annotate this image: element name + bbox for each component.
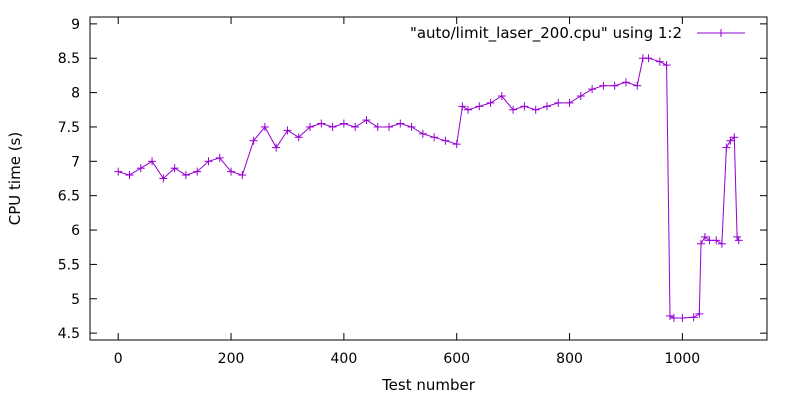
data-point	[662, 61, 671, 70]
data-point	[531, 105, 540, 114]
y-tick-label: 7	[71, 154, 80, 170]
data-point	[306, 122, 315, 131]
data-point	[712, 236, 721, 245]
data-point	[170, 164, 179, 173]
y-tick-label: 6.5	[58, 189, 80, 205]
legend: "auto/limit_laser_200.cpu" using 1:2	[410, 24, 745, 43]
data-point	[181, 171, 190, 180]
data-point	[475, 102, 484, 111]
data-point	[125, 171, 134, 180]
data-point	[678, 314, 687, 323]
data-point	[114, 167, 123, 176]
data-point	[407, 122, 416, 131]
data-point	[689, 313, 698, 322]
data-point	[351, 122, 360, 131]
data-point	[588, 85, 597, 94]
legend-label: "auto/limit_laser_200.cpu" using 1:2	[410, 24, 682, 43]
x-tick-label: 1000	[665, 351, 701, 367]
data-point	[328, 122, 337, 131]
data-point	[565, 98, 574, 107]
x-axis-label: Test number	[381, 376, 476, 394]
y-tick-label: 4.5	[58, 326, 80, 342]
data-point	[385, 122, 394, 131]
plot-frame	[89, 16, 768, 341]
data-point	[452, 140, 461, 149]
data-point	[665, 311, 674, 320]
y-tick-label: 5	[71, 292, 80, 308]
data-point	[542, 102, 551, 111]
data-point	[317, 119, 326, 128]
data-point	[655, 57, 664, 66]
data-point	[669, 314, 678, 323]
data-point	[373, 122, 382, 131]
data-point	[633, 81, 642, 90]
x-tick-label: 400	[331, 351, 358, 367]
data-point	[396, 119, 405, 128]
data-point	[458, 102, 467, 111]
series-line	[118, 57, 740, 319]
data-point	[700, 232, 709, 241]
data-point	[272, 143, 281, 152]
data-point	[339, 119, 348, 128]
y-tick-label: 5.5	[58, 257, 80, 273]
data-point	[430, 133, 439, 142]
data-point	[227, 167, 236, 176]
data-point	[159, 174, 168, 183]
x-tick-label: 200	[218, 351, 245, 367]
data-point	[260, 122, 269, 131]
data-point	[696, 239, 705, 248]
x-tick-label: 600	[443, 351, 470, 367]
y-tick-label: 7.5	[58, 120, 80, 136]
data-point	[497, 92, 506, 101]
y-tick-label: 6	[71, 223, 80, 239]
data-point	[576, 92, 585, 101]
data-point	[418, 129, 427, 138]
data-point	[509, 105, 518, 114]
data-point	[238, 171, 247, 180]
data-point	[249, 136, 258, 145]
data-point	[621, 78, 630, 87]
data-point	[726, 136, 735, 145]
data-point	[734, 236, 743, 245]
data-point	[148, 157, 157, 166]
x-tick-label: 0	[114, 351, 123, 367]
y-axis-label: CPU time (s)	[6, 132, 24, 225]
data-point	[610, 81, 619, 90]
data-point	[204, 157, 213, 166]
data-point	[554, 98, 563, 107]
data-point	[733, 232, 742, 241]
data-point	[294, 133, 303, 142]
data-point	[463, 105, 472, 114]
data-point	[441, 136, 450, 145]
y-tick-label: 9	[71, 17, 80, 33]
data-point	[486, 98, 495, 107]
series-layer	[114, 54, 743, 323]
data-point	[193, 167, 202, 176]
data-point	[599, 81, 608, 90]
data-point	[705, 236, 714, 245]
y-tick-label: 8	[71, 86, 80, 102]
data-point	[722, 143, 731, 152]
x-tick-label: 800	[556, 351, 583, 367]
data-point	[215, 153, 224, 162]
data-point	[644, 54, 653, 63]
data-point	[730, 133, 739, 142]
data-point	[136, 164, 145, 173]
data-point	[520, 102, 529, 111]
legend-marker	[717, 29, 725, 37]
data-point	[283, 126, 292, 135]
data-point	[362, 116, 371, 125]
data-point	[695, 309, 704, 318]
axis-ticks: 0 200 400 600 800 1000 4.5 5 5.5 6 6.5 7 7.5 8 8.5 9	[58, 17, 767, 367]
data-point	[717, 239, 726, 248]
y-tick-label: 8.5	[58, 51, 80, 67]
